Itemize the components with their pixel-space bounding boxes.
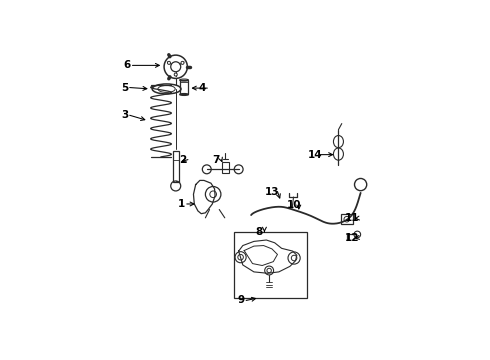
Text: 8: 8 — [256, 227, 263, 237]
Text: 5: 5 — [121, 82, 128, 93]
Text: 3: 3 — [121, 110, 128, 120]
Text: 7: 7 — [213, 155, 220, 165]
Text: 11: 11 — [345, 213, 359, 224]
Bar — [341, 214, 353, 224]
Bar — [222, 162, 229, 173]
Bar — [172, 151, 179, 182]
Text: 9: 9 — [238, 296, 245, 305]
Circle shape — [174, 73, 177, 76]
Bar — [180, 80, 189, 94]
Text: 12: 12 — [345, 233, 359, 243]
Text: 4: 4 — [198, 83, 206, 93]
Text: 10: 10 — [287, 201, 301, 210]
Text: 13: 13 — [265, 186, 280, 197]
Circle shape — [168, 61, 171, 64]
Circle shape — [181, 61, 184, 64]
Bar — [235, 232, 307, 298]
Text: 6: 6 — [124, 60, 131, 70]
Text: 14: 14 — [308, 150, 322, 159]
Text: 1: 1 — [178, 199, 185, 209]
Text: 2: 2 — [179, 155, 187, 165]
